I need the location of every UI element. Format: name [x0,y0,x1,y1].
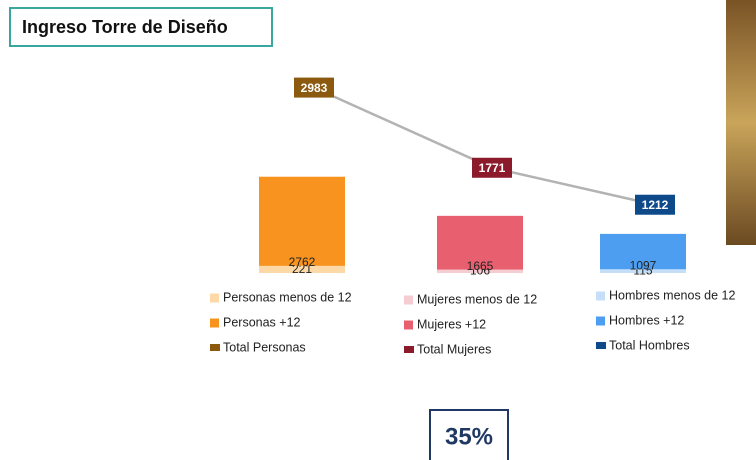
legend-label: Mujeres +12 [417,317,486,331]
legend-swatch [596,342,606,349]
legend-swatch [596,292,605,301]
legend-swatch [210,294,219,303]
legend-swatch [210,344,220,351]
photo [726,0,756,245]
bar-segment [259,177,345,266]
legend-swatch [404,346,414,353]
kpi: 35% [445,423,493,450]
data-label: 1665 [467,259,494,273]
total-line [314,88,655,205]
legend-label: Mujeres menos de 12 [417,292,537,306]
title: Ingreso Torre de Diseño [22,17,228,37]
legend-label: Hombres +12 [609,313,684,327]
slide: Ingreso Torre de Diseño 35% 221Personas … [0,0,756,460]
legend-label: Total Hombres [609,338,690,352]
legend-label: Total Personas [223,340,306,354]
data-label: 1097 [630,258,657,272]
legend-label: Personas +12 [223,315,301,329]
total-label: 1771 [479,161,506,175]
legend-label: Hombres menos de 12 [609,288,736,302]
legend-swatch [404,321,413,330]
data-label: 2762 [289,255,316,269]
legend-swatch [210,319,219,328]
legend-swatch [596,317,605,326]
total-label: 2983 [301,81,328,95]
legend-label: Total Mujeres [417,342,491,356]
legend-label: Personas menos de 12 [223,290,352,304]
legend-swatch [404,296,413,305]
total-label: 1212 [642,198,669,212]
